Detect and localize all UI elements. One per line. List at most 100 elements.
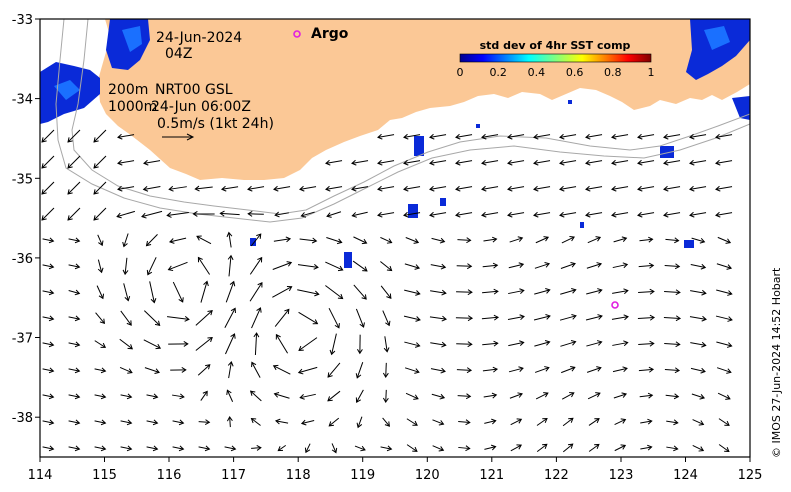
current-arrow-head (727, 290, 733, 296)
current-arrow (483, 238, 497, 242)
current-arrow-head (648, 366, 655, 373)
current-arrow-head (596, 262, 603, 268)
current-arrow (120, 310, 132, 326)
current-arrow (42, 368, 54, 372)
y-tick-label: -35 (12, 172, 33, 187)
current-arrow-head (414, 264, 421, 270)
current-arrow (143, 310, 161, 326)
current-arrow-head (715, 159, 721, 166)
current-arrow (614, 419, 626, 425)
current-arrow-head (699, 237, 706, 244)
current-arrow (228, 232, 232, 248)
current-arrow-head (466, 263, 473, 270)
current-arrow (251, 418, 261, 426)
current-arrow-head (715, 133, 721, 140)
current-arrow (93, 155, 107, 169)
current-arrow (403, 315, 421, 321)
current-arrow (119, 366, 133, 374)
current-arrow-head (74, 289, 81, 296)
current-arrow (224, 446, 236, 450)
current-arrow (275, 334, 289, 354)
current-arrow-head (41, 163, 47, 169)
current-arrow (274, 393, 290, 399)
current-arrow (42, 238, 54, 242)
current-arrow (120, 394, 132, 398)
credit-text: © IMOS 27-Jun-2024 14:52 Hobart (770, 267, 783, 458)
current-arrow-head (455, 133, 461, 140)
current-arrow (639, 394, 653, 398)
current-arrow-head (701, 289, 707, 296)
current-arrow-head (675, 289, 681, 296)
current-arrow (119, 338, 133, 350)
current-arrow-head (689, 159, 695, 166)
current-arrow (431, 393, 445, 399)
current-arrow (561, 366, 575, 374)
current-arrow (509, 237, 523, 243)
current-arrow-head (533, 211, 539, 218)
current-arrow-head (544, 262, 551, 268)
current-arrow-head (571, 287, 577, 294)
current-arrow (197, 364, 211, 376)
current-arrow (123, 283, 129, 301)
current-arrow (172, 420, 184, 424)
current-arrow-head (207, 336, 213, 343)
current-arrow-head (533, 185, 539, 192)
current-arrow (325, 285, 343, 299)
current-arrow-head (648, 236, 654, 243)
current-arrow (507, 315, 525, 321)
current-arrow (42, 264, 54, 268)
current-arrow (482, 368, 498, 372)
current-arrow-head (313, 263, 319, 270)
current-arrow-head (126, 445, 133, 452)
current-arrow-head (220, 185, 227, 192)
current-arrow (536, 443, 548, 453)
current-arrow-head (74, 341, 81, 348)
current-arrow (611, 212, 629, 216)
current-arrow (481, 134, 499, 138)
x-tick-label: 115 (92, 468, 117, 483)
current-arrow (666, 446, 678, 450)
current-arrow (455, 134, 473, 138)
current-arrow (325, 186, 343, 190)
current-arrow-head (439, 393, 446, 400)
current-arrow (167, 212, 189, 216)
current-arrow-head (568, 417, 574, 423)
current-arrow (116, 210, 136, 218)
current-arrow-head (543, 392, 549, 398)
current-arrow-head (715, 185, 721, 192)
current-arrow (42, 394, 54, 398)
current-arrow-head (674, 263, 681, 270)
current-arrow-head (286, 261, 293, 267)
current-arrow (331, 333, 337, 355)
current-arrow-head (620, 418, 627, 424)
current-arrow-head (441, 341, 447, 348)
current-arrow-head (226, 231, 233, 238)
current-arrow-head (413, 238, 420, 244)
current-arrow-head (327, 396, 333, 402)
current-arrow (272, 286, 292, 298)
current-arrow (143, 160, 161, 164)
current-arrow (382, 417, 390, 427)
current-arrow-head (620, 444, 627, 450)
current-arrow-head (412, 420, 418, 426)
current-arrow (300, 393, 316, 399)
current-arrow-head (622, 366, 628, 373)
current-arrow (404, 263, 420, 269)
current-arrow-head (93, 137, 99, 143)
current-arrow-head (284, 308, 290, 315)
current-arrow-head (647, 418, 653, 425)
current-arrow-head (493, 288, 499, 295)
current-arrow (351, 160, 369, 164)
current-arrow (123, 233, 129, 247)
current-arrow-head (251, 361, 257, 368)
current-arrow (68, 290, 80, 294)
current-arrow-head (491, 418, 497, 425)
current-arrow-head (518, 262, 525, 268)
current-arrow (535, 236, 549, 244)
current-arrow (429, 186, 447, 190)
current-arrow-head (122, 269, 129, 276)
current-arrow-head (689, 185, 695, 192)
current-arrow-head (274, 211, 280, 218)
current-arrow (482, 342, 498, 346)
colorbar-tick: 1 (648, 66, 655, 79)
